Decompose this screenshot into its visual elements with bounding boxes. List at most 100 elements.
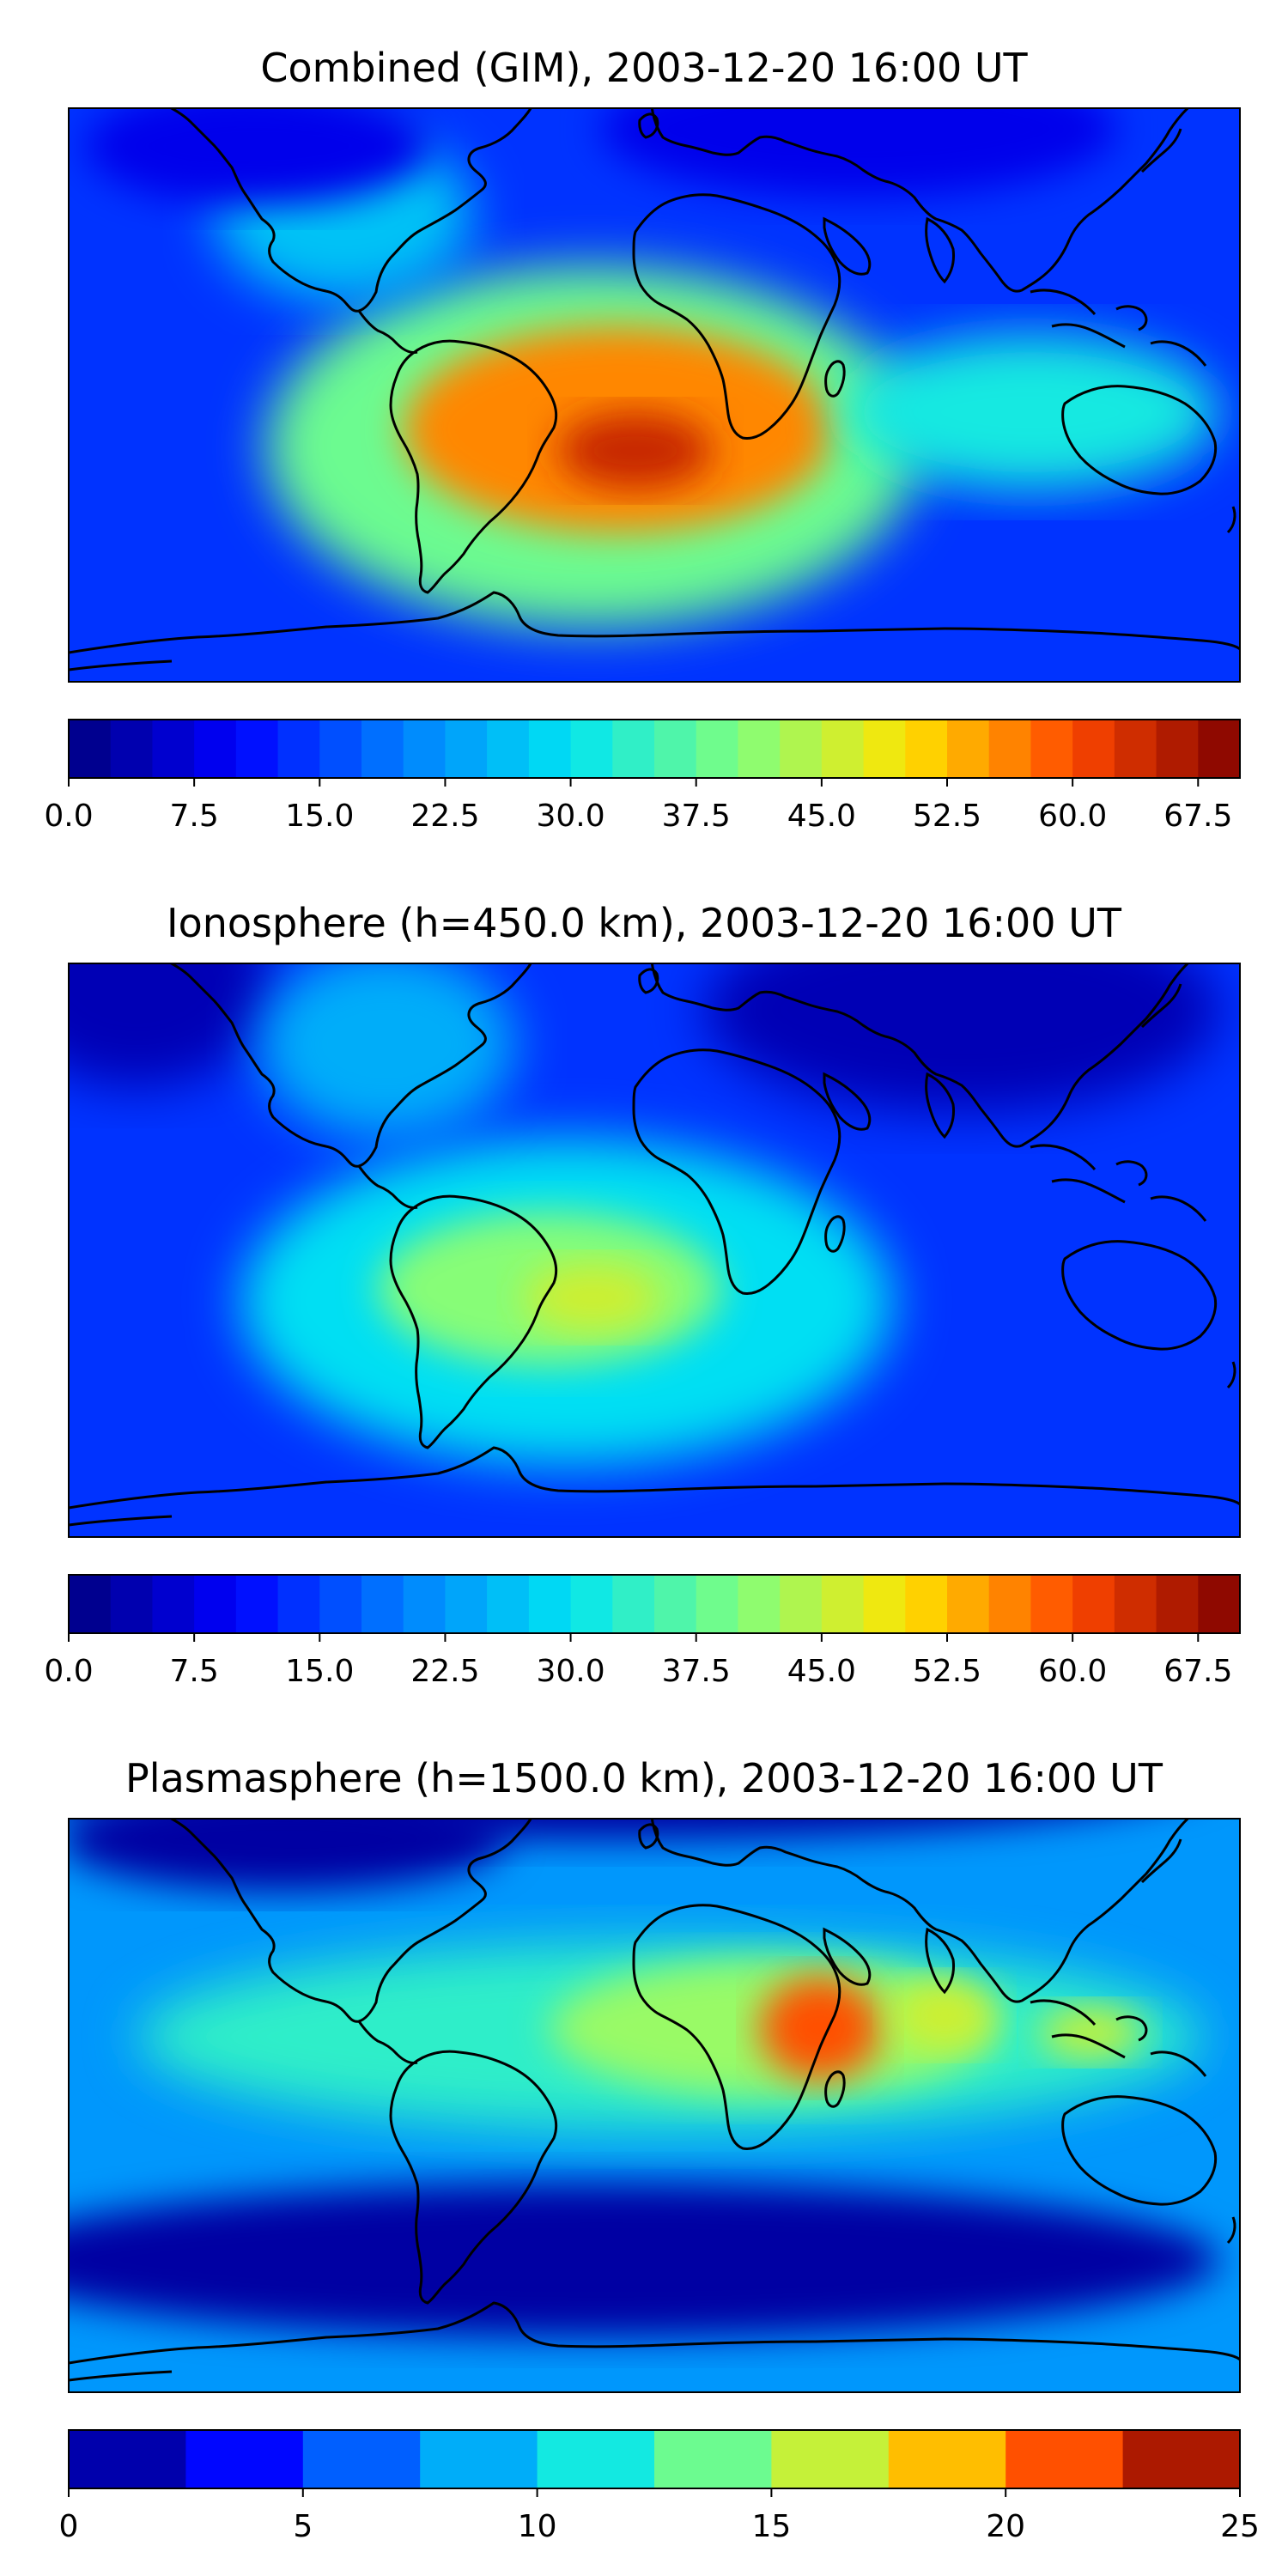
map-frame <box>68 107 1241 683</box>
colorbar-segment <box>905 1575 948 1633</box>
colorbar-segment <box>445 1575 488 1633</box>
colorbar-segment <box>654 720 697 778</box>
colorbar-segment <box>888 2430 1006 2488</box>
colorbar-tick-label: 60.0 <box>1038 799 1108 834</box>
colorbar-tick-label: 0 <box>58 2509 79 2544</box>
map-frame <box>68 1818 1241 2393</box>
colorbar-segment <box>277 1575 320 1633</box>
colorbar-segment <box>420 2430 538 2488</box>
colorbar-tick-label: 67.5 <box>1163 799 1233 834</box>
colorbar-segment <box>277 720 320 778</box>
colorbar-segment <box>194 1575 237 1633</box>
colorbar-frame <box>68 2429 1241 2489</box>
colorbar-segment <box>152 720 195 778</box>
colorbar-segment <box>235 1575 279 1633</box>
colorbar-segment <box>654 2430 772 2488</box>
colorbar-segment <box>696 1575 738 1633</box>
panel-2-colorbar <box>68 1574 1241 1642</box>
colorbar-tick-label: 25 <box>1220 2509 1260 2544</box>
colorbar-tick-label: 15.0 <box>285 799 355 834</box>
colorbar-segment <box>1114 720 1157 778</box>
panel-1-map <box>69 108 1240 682</box>
panel-1 <box>68 107 1241 787</box>
colorbar-tick-label: 22.5 <box>410 799 480 834</box>
colorbar-segment <box>570 1575 613 1633</box>
colorbar-tick-label: 0.0 <box>44 1654 94 1689</box>
colorbar-tick-label: 45.0 <box>787 1654 856 1689</box>
colorbar-frame <box>68 719 1241 779</box>
colorbar-segment <box>403 720 446 778</box>
colorbar-segment <box>863 720 906 778</box>
colorbar-segment <box>738 720 781 778</box>
colorbar-segment <box>1156 720 1199 778</box>
colorbar-segment <box>528 720 572 778</box>
panel-2 <box>68 963 1241 1642</box>
colorbar-segment <box>528 1575 572 1633</box>
colorbar-tick-label: 37.5 <box>661 1654 731 1689</box>
colorbar-segment <box>403 1575 446 1633</box>
panel-3-title: Plasmasphere (h=1500.0 km), 2003-12-20 1… <box>125 1755 1163 1801</box>
colorbar-segment <box>947 720 990 778</box>
colorbar-tick-label: 52.5 <box>912 799 982 834</box>
colorbar-segment <box>110 720 153 778</box>
colorbar-segment <box>235 720 279 778</box>
colorbar-tick-label: 22.5 <box>410 1654 480 1689</box>
colorbar-segment <box>780 1575 823 1633</box>
colorbar-tick-label: 7.5 <box>169 799 219 834</box>
colorbar-segment <box>1072 720 1115 778</box>
colorbar-segment <box>69 2430 186 2488</box>
colorbar-segment <box>487 1575 530 1633</box>
colorbar-segment <box>1198 1575 1241 1633</box>
colorbar-segment <box>612 720 655 778</box>
panel-3-map <box>69 1819 1240 2392</box>
colorbar-segment <box>69 1575 112 1633</box>
colorbar-segment <box>361 1575 404 1633</box>
colorbar-tick-label: 30.0 <box>536 1654 605 1689</box>
map-frame <box>68 963 1241 1538</box>
colorbar-segment <box>1122 2430 1241 2488</box>
colorbar-segment <box>537 2430 655 2488</box>
panel-1-colorbar <box>68 719 1241 787</box>
colorbar-segment <box>863 1575 906 1633</box>
colorbar-segment <box>487 720 530 778</box>
colorbar-segment <box>1030 720 1073 778</box>
colorbar-segment <box>302 2430 421 2488</box>
colorbar-segment <box>905 720 948 778</box>
colorbar-tick-label: 45.0 <box>787 799 856 834</box>
colorbar-tick-label: 37.5 <box>661 799 731 834</box>
colorbar-segment <box>361 720 404 778</box>
colorbar-tick-label: 20 <box>986 2509 1026 2544</box>
colorbar-segment <box>612 1575 655 1633</box>
panel-3 <box>68 1818 1241 2497</box>
colorbar-segment <box>988 1575 1031 1633</box>
colorbar-segment <box>696 720 738 778</box>
colorbar-tick-label: 67.5 <box>1163 1654 1233 1689</box>
colorbar-segment <box>1072 1575 1115 1633</box>
colorbar-tick-label: 5 <box>293 2509 313 2544</box>
colorbar-segment <box>319 1575 362 1633</box>
colorbar-segment <box>110 1575 153 1633</box>
colorbar-frame <box>68 1574 1241 1634</box>
colorbar-tick-label: 60.0 <box>1038 1654 1108 1689</box>
colorbar-segment <box>1198 720 1241 778</box>
colorbar-segment <box>1005 2430 1124 2488</box>
colorbar-segment <box>1156 1575 1199 1633</box>
colorbar-segment <box>821 720 865 778</box>
colorbar-tick-label: 15.0 <box>285 1654 355 1689</box>
colorbar-tick-label: 15 <box>751 2509 792 2544</box>
colorbar-segment <box>185 2430 304 2488</box>
colorbar-segment <box>1030 1575 1073 1633</box>
panel-1-title: Combined (GIM), 2003-12-20 16:00 UT <box>260 45 1028 91</box>
colorbar-tick-label: 30.0 <box>536 799 605 834</box>
panel-2-title: Ionosphere (h=450.0 km), 2003-12-20 16:0… <box>167 900 1121 946</box>
colorbar-tick-label: 52.5 <box>912 1654 982 1689</box>
colorbar-segment <box>988 720 1031 778</box>
colorbar-segment <box>445 720 488 778</box>
colorbar-segment <box>1114 1575 1157 1633</box>
colorbar-segment <box>570 720 613 778</box>
colorbar-segment <box>738 1575 781 1633</box>
colorbar-segment <box>771 2430 890 2488</box>
colorbar-segment <box>780 720 823 778</box>
